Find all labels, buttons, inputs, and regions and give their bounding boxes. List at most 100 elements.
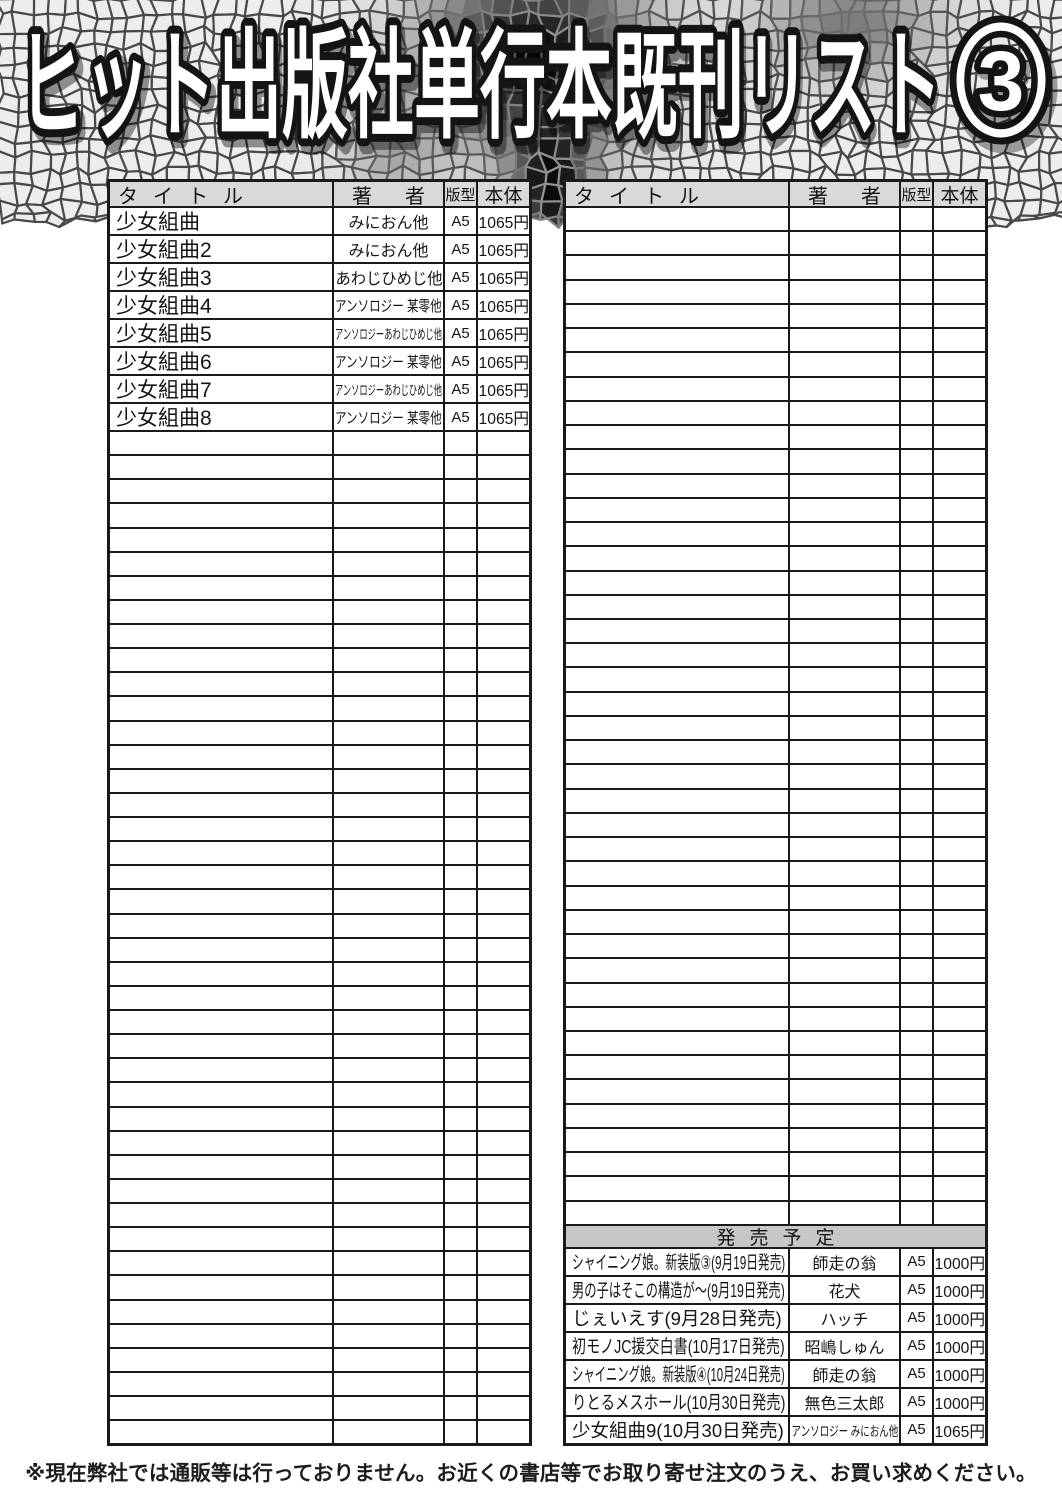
release-price-cell-text: 1000円 [934,1283,985,1301]
empty-price-cell [476,432,529,455]
empty-title-cell [110,577,332,599]
book-format-cell: A5 [443,264,476,290]
book-row: 少女組曲 みにおん他 A5 1065円 [110,206,529,234]
empty-author-cell [788,644,899,667]
empty-author-cell [788,813,899,837]
empty-title-cell [566,547,788,569]
empty-format-cell [899,1201,932,1224]
empty-price-cell [476,1228,529,1251]
empty-author-cell [332,552,443,575]
empty-author-cell [788,1201,899,1224]
empty-row [110,912,529,937]
empty-row [110,695,529,720]
release-author-cell-text: 無色三太郎 [804,1395,885,1413]
empty-row [110,816,529,841]
empty-price-cell [932,862,985,885]
empty-title-cell [110,1156,332,1178]
book-title-cell-text: 少女組曲7 [116,379,212,402]
empty-format-cell [899,1056,932,1079]
release-schedule-header-row: 発売予定 [566,1223,985,1247]
release-price-cell: 1000円 [932,1360,985,1387]
book-author-cell: あわじひめじ他 [332,264,443,290]
empty-title-cell [566,862,788,884]
empty-title-cell [566,1080,788,1102]
empty-title-cell [566,402,788,424]
empty-author-cell [332,1397,443,1420]
empty-title-cell [566,572,788,594]
release-row: りとるメスホール(10月30日発売) 無色三太郎 A5 1000円 [566,1386,985,1415]
empty-author-cell [332,1324,443,1347]
empty-author-cell [788,595,899,618]
empty-row [566,908,985,934]
empty-format-cell [899,644,932,667]
empty-format-cell [899,1153,932,1176]
column-header-price: 本体 [476,182,529,206]
empty-author-cell [788,1007,899,1030]
empty-author-cell [332,1131,443,1154]
empty-format-cell [899,619,932,643]
column-header-author-text: 著者 [808,185,881,207]
empty-format-cell [443,842,476,865]
empty-title-cell [566,1008,788,1030]
empty-author-cell [332,576,443,599]
release-title-cell: りとるメスホール(10月30日発売) [566,1389,788,1415]
book-title-cell: 少女組曲6 [110,348,332,374]
empty-author-cell [788,232,899,255]
book-row: 少女組曲3 あわじひめじ他 A5 1065円 [110,262,529,290]
empty-price-cell [476,649,529,672]
empty-author-cell [332,986,443,1009]
empty-price-cell [932,547,985,570]
empty-title-cell [110,1108,332,1130]
column-header-price-text: 本体 [484,185,523,207]
empty-price-cell [476,745,529,768]
book-author-cell-text: みにおん他 [348,243,429,260]
empty-author-cell [332,697,443,720]
book-author-cell-text: あわじひめじ他 [335,271,443,288]
empty-author-cell [788,1128,899,1152]
release-author-cell: 花犬 [788,1276,899,1303]
empty-price-cell [476,866,529,889]
empty-author-cell [332,1035,443,1058]
book-format-cell: A5 [443,404,476,430]
empty-format-cell [899,426,932,449]
badge-outer-ring [949,15,1053,145]
empty-price-cell [476,480,529,503]
book-row: 少女組曲5 アンソロジーあわじひめじ他 A5 1065円 [110,318,529,346]
empty-price-cell [476,1011,529,1034]
book-format-cell-text: A5 [451,324,470,342]
empty-title-cell [566,935,788,957]
empty-title-cell [110,625,332,647]
empty-format-cell [443,456,476,479]
empty-author-cell [332,938,443,961]
empty-price-cell [476,504,529,527]
empty-format-cell [899,1080,932,1103]
column-header-title-text: タイトル [574,185,714,207]
empty-title-cell [110,963,332,985]
column-header-author: 著者 [332,182,443,206]
empty-format-cell [443,1348,476,1371]
release-price-cell-text: 1000円 [934,1255,985,1273]
release-format-cell-text: A5 [907,1281,926,1299]
release-format-cell: A5 [899,1388,932,1415]
release-author-cell: 無色三太郎 [788,1388,899,1415]
column-header-title: タイトル [110,182,332,207]
empty-title-cell [566,208,788,230]
book-author-cell-text: アンソロジーあわじひめじ他 [335,383,442,398]
empty-row [110,1346,529,1371]
book-format-cell: A5 [443,236,476,262]
release-format-cell-text: A5 [907,1393,926,1411]
empty-row [566,593,985,618]
release-author-cell: アンソロジー みにおん他 [788,1416,899,1443]
release-row: シャイニング娘。新装版③(9月19日発売) 師走の翁 A5 1000円 [566,1246,985,1275]
empty-format-cell [899,886,932,909]
empty-price-cell [476,1035,529,1058]
release-format-cell-text: A5 [907,1337,926,1355]
empty-format-cell [443,1421,476,1444]
empty-price-cell [932,789,985,812]
empty-title-cell [110,1132,332,1154]
book-format-cell-text: A5 [451,380,470,398]
book-format-cell-text: A5 [451,240,470,258]
empty-format-cell [899,813,932,837]
empty-price-cell [476,1252,529,1275]
empty-author-cell [788,1153,899,1176]
